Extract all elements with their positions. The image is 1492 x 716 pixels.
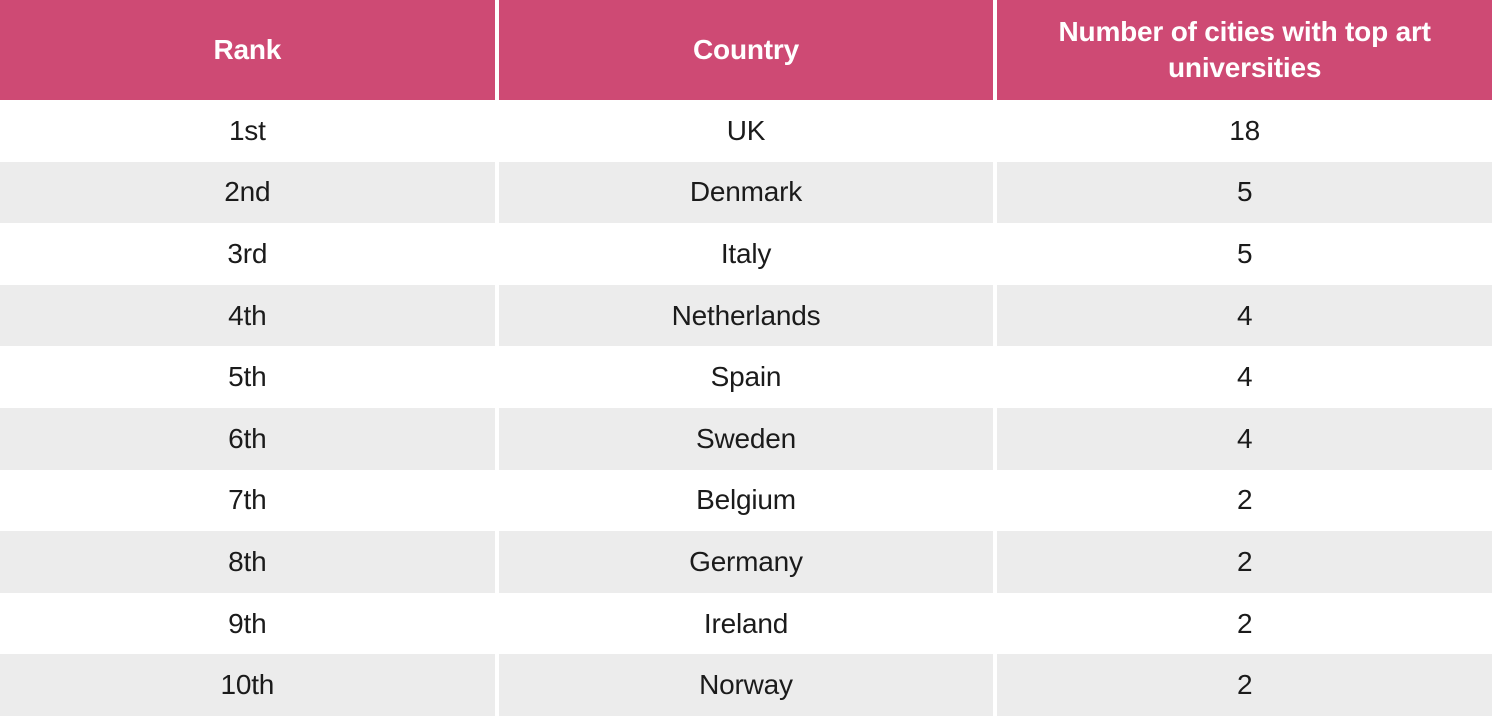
country-cell: Netherlands xyxy=(498,284,994,347)
rank-cell: 9th xyxy=(0,592,495,655)
count-cell: 2 xyxy=(997,469,1492,532)
count-cell: 4 xyxy=(997,346,1492,408)
rank-cell: 3rd xyxy=(0,223,495,285)
count-cell: 2 xyxy=(997,592,1492,655)
header-country-label: Country xyxy=(693,33,799,65)
table-row: 7th Belgium 2 xyxy=(0,469,1492,532)
count-cell: 2 xyxy=(997,531,1492,593)
country-cell: Norway xyxy=(498,654,994,716)
header-rank-label: Rank xyxy=(213,33,282,65)
table-row: 4th Netherlands 4 xyxy=(0,284,1492,347)
table-row: 1st UK 18 xyxy=(0,100,1492,162)
country-cell: Italy xyxy=(498,223,994,285)
table-row: 10th Norway 2 xyxy=(0,654,1492,716)
rank-cell: 6th xyxy=(0,407,495,470)
table-row: 8th Germany 2 xyxy=(0,531,1492,593)
rank-cell: 2nd xyxy=(0,161,495,224)
count-cell: 18 xyxy=(997,100,1492,162)
header-cities-count-label: Number of cities with top art universiti… xyxy=(1058,15,1431,83)
table-row: 9th Ireland 2 xyxy=(0,592,1492,655)
header-country: Country xyxy=(498,0,994,100)
country-cell: Sweden xyxy=(498,407,994,470)
count-cell: 4 xyxy=(997,407,1492,470)
table-header-row: Rank Country Number of cities with top a… xyxy=(0,0,1492,100)
country-cell: UK xyxy=(498,100,994,162)
country-cell: Germany xyxy=(498,531,994,593)
rank-cell: 4th xyxy=(0,284,495,347)
country-cell: Denmark xyxy=(498,161,994,224)
rank-cell: 10th xyxy=(0,654,495,716)
rank-cell: 7th xyxy=(0,469,495,532)
table-row: 6th Sweden 4 xyxy=(0,407,1492,470)
table-row: 3rd Italy 5 xyxy=(0,223,1492,285)
country-cell: Spain xyxy=(498,346,994,408)
table-row: 2nd Denmark 5 xyxy=(0,161,1492,224)
rank-cell: 1st xyxy=(0,100,495,162)
rank-cell: 8th xyxy=(0,531,495,593)
header-rank: Rank xyxy=(0,0,495,100)
count-cell: 5 xyxy=(997,223,1492,285)
country-cell: Belgium xyxy=(498,469,994,532)
header-cities-count: Number of cities with top art universiti… xyxy=(997,0,1492,100)
rank-cell: 5th xyxy=(0,346,495,408)
table-row: 5th Spain 4 xyxy=(0,346,1492,408)
count-cell: 5 xyxy=(997,161,1492,224)
count-cell: 4 xyxy=(997,284,1492,347)
country-cell: Ireland xyxy=(498,592,994,655)
count-cell: 2 xyxy=(997,654,1492,716)
